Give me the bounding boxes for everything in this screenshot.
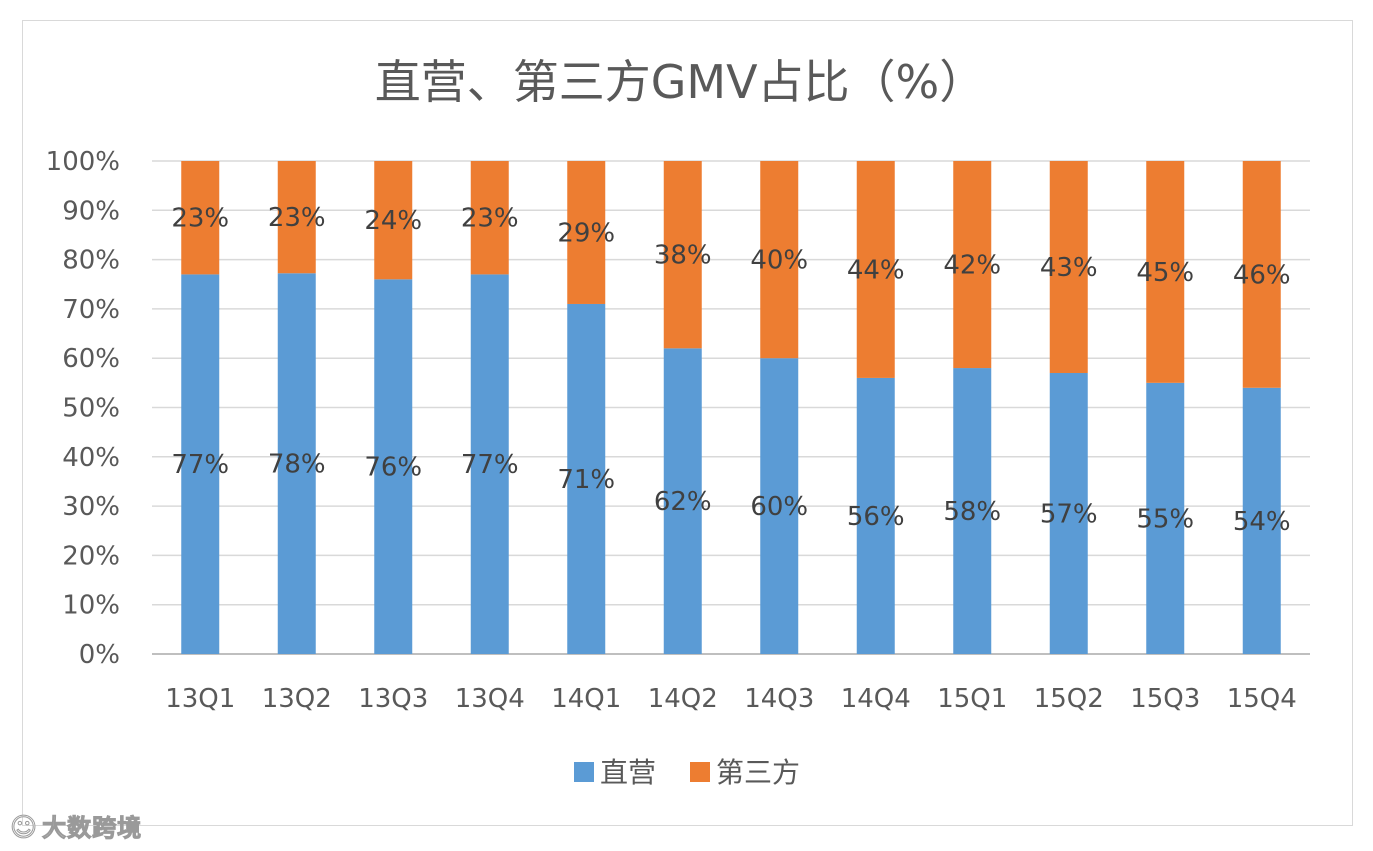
x-axis: 13Q1 13Q2 13Q3 13Q4 14Q1 14Q2 14Q3 14Q4 15Q1 15Q2… <box>165 684 1297 714</box>
bar-segment-third-party <box>1242 161 1281 388</box>
data-label: 42% <box>943 251 1001 281</box>
y-tick-label: 40% <box>62 443 120 473</box>
bar-segment-direct <box>374 279 413 654</box>
weibo-icon: ☺ <box>9 813 39 844</box>
chart-title: 直营、第三方GMV占比（%） <box>375 55 986 109</box>
data-label: 45% <box>1136 258 1194 288</box>
legend-label-direct: 直营 <box>600 756 656 789</box>
bars: 77% 23% 78% 23% 76% 24% 77% 23% 71% 29% 62% 38% 60% 4… <box>171 161 1291 654</box>
data-label: 54% <box>1233 507 1291 537</box>
watermark-text: 大数跨境 <box>42 814 143 843</box>
data-label: 23% <box>461 204 519 234</box>
x-tick-label: 14Q4 <box>841 684 911 714</box>
data-label: 77% <box>461 450 519 480</box>
y-tick-label: 70% <box>62 295 120 325</box>
y-axis: 0% 10% 20% 30% 40% 50% 60% 70% 80% 90% 100% <box>46 147 120 670</box>
bar-segment-third-party <box>181 161 220 275</box>
x-tick-label: 15Q2 <box>1034 684 1104 714</box>
x-tick-label: 15Q1 <box>937 684 1007 714</box>
legend-swatch-direct <box>574 762 594 782</box>
bar-segment-direct <box>567 303 606 654</box>
bar-segment-direct <box>953 368 992 654</box>
legend-label-third-party: 第三方 <box>716 756 800 789</box>
bar-segment-direct <box>470 274 509 654</box>
data-label: 58% <box>943 497 1001 527</box>
bar-segment-direct <box>277 273 316 654</box>
legend: 直营 第三方 <box>574 756 800 789</box>
data-label: 77% <box>171 450 229 480</box>
y-tick-label: 50% <box>62 394 120 424</box>
data-label: 57% <box>1040 499 1098 529</box>
watermark: ☺ 大数跨境 <box>9 808 143 844</box>
legend-swatch-third-party <box>690 762 710 782</box>
data-label: 78% <box>268 450 326 480</box>
bar-segment-direct <box>760 358 799 654</box>
data-label: 44% <box>847 255 905 285</box>
bar-segment-third-party <box>663 161 702 349</box>
y-tick-label: 20% <box>62 541 120 571</box>
bar-segment-third-party <box>277 161 316 274</box>
bar-segment-third-party <box>1146 161 1185 383</box>
y-tick-label: 0% <box>79 640 120 670</box>
data-label: 23% <box>171 204 229 234</box>
bar-segment-third-party <box>567 161 606 304</box>
x-tick-label: 13Q1 <box>165 684 235 714</box>
y-tick-label: 80% <box>62 246 120 276</box>
y-tick-label: 60% <box>62 344 120 374</box>
bar-segment-direct <box>1049 372 1088 654</box>
bar-segment-third-party <box>953 161 992 369</box>
x-tick-label: 13Q3 <box>358 684 428 714</box>
bar-segment-third-party <box>374 161 413 280</box>
y-tick-label: 90% <box>62 196 120 226</box>
bar-segment-direct <box>181 274 220 654</box>
gridlines <box>152 160 1310 655</box>
chart-frame <box>22 20 1353 826</box>
data-label: 55% <box>1136 504 1194 534</box>
data-label: 38% <box>654 241 712 271</box>
x-tick-label: 14Q1 <box>551 684 621 714</box>
data-label: 43% <box>1040 253 1098 283</box>
y-tick-label: 10% <box>62 591 120 621</box>
bar-segment-third-party <box>1049 161 1088 373</box>
x-tick-label: 15Q3 <box>1130 684 1200 714</box>
y-tick-label: 100% <box>46 147 120 177</box>
bar-segment-third-party <box>856 161 895 378</box>
data-label: 46% <box>1233 260 1291 290</box>
x-tick-label: 15Q4 <box>1227 684 1297 714</box>
bar-segment-direct <box>1242 387 1281 654</box>
y-tick-label: 30% <box>62 492 120 522</box>
data-label: 29% <box>557 218 615 248</box>
x-tick-label: 13Q4 <box>455 684 525 714</box>
bar-segment-direct <box>856 377 895 654</box>
bar-segment-direct <box>1146 382 1185 654</box>
data-label: 60% <box>750 492 808 522</box>
data-label: 24% <box>364 206 422 236</box>
data-label: 76% <box>364 453 422 483</box>
x-tick-label: 13Q2 <box>262 684 332 714</box>
x-tick-label: 14Q2 <box>648 684 718 714</box>
data-label: 23% <box>268 203 326 233</box>
data-label: 62% <box>654 487 712 517</box>
bar-segment-third-party <box>760 161 799 359</box>
bar-segment-third-party <box>470 161 509 275</box>
bar-segment-direct <box>663 348 702 654</box>
data-label: 40% <box>750 246 808 276</box>
data-label: 71% <box>557 465 615 495</box>
data-label: 56% <box>847 502 905 532</box>
x-tick-label: 14Q3 <box>744 684 814 714</box>
